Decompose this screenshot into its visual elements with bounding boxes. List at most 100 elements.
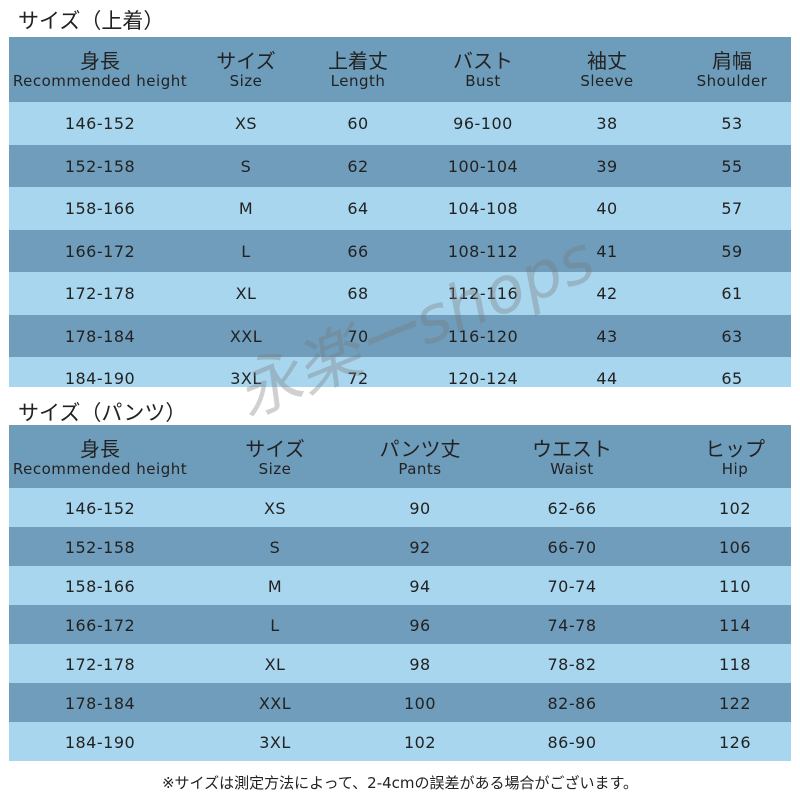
cell-value: 102 — [403, 732, 437, 752]
cell-value: 63 — [721, 326, 743, 346]
cell-value: 184-190 — [64, 369, 136, 387]
header-en: Sleeve — [580, 72, 634, 90]
header-ja: サイズ — [216, 49, 276, 73]
cell-value: 62 — [347, 156, 369, 176]
data-row: 166-172 L 66 108-112 41 59 — [9, 229, 791, 272]
header-ja: バスト — [453, 49, 513, 73]
cell-value: 120-124 — [447, 369, 519, 387]
data-row: 172-178 XL 68 112-116 42 61 — [9, 272, 791, 315]
cell-value: 66-70 — [547, 537, 597, 557]
cell-value: 65 — [721, 369, 743, 387]
cell-value: M — [267, 576, 283, 596]
header-row: 身長 Recommended height サイズ Size 上着丈 Length バスト B… — [9, 37, 791, 102]
cell-value: 158-166 — [64, 199, 136, 219]
data-row: 146-152 XS 60 96-100 38 53 — [9, 102, 791, 145]
cell-value: 110 — [718, 576, 752, 596]
cell-value: 166-172 — [64, 615, 136, 635]
cell-value: 42 — [596, 284, 618, 304]
header-en: Size — [229, 72, 263, 90]
header-ja: ヒップ — [705, 437, 765, 461]
cell-value: L — [270, 615, 280, 635]
pants-table: 身長 Recommended height サイズ Size パンツ丈 Pants ウエスト… — [9, 425, 791, 763]
cell-value: 57 — [721, 199, 743, 219]
cell-value: 53 — [721, 114, 743, 134]
cell-value: 152-158 — [64, 156, 136, 176]
header-en: Waist — [550, 460, 594, 478]
header-en: Size — [258, 460, 292, 478]
cell-value: 146-152 — [64, 114, 136, 134]
cell-value: 3XL — [230, 369, 262, 387]
header-ja: 肩幅 — [712, 49, 752, 73]
data-row: 158-166 M 94 70-74 110 — [9, 566, 791, 605]
cell-value: 64 — [347, 199, 369, 219]
data-row: 166-172 L 96 74-78 114 — [9, 605, 791, 644]
cell-value: 118 — [718, 654, 752, 674]
header-en: Length — [330, 72, 386, 90]
cell-value: XS — [263, 498, 287, 518]
tops-title: サイズ（上着） — [18, 9, 165, 33]
header-ja: 身長 — [80, 49, 120, 73]
cell-value: XL — [235, 284, 257, 304]
cell-value: 178-184 — [64, 693, 136, 713]
cell-value: 41 — [596, 241, 618, 261]
cell-value: 166-172 — [64, 241, 136, 261]
header-ja: 上着丈 — [328, 49, 388, 73]
header-ja: ウエスト — [532, 437, 612, 461]
header-en: Pants — [398, 460, 442, 478]
cell-value: 96 — [409, 615, 431, 635]
header-ja: パンツ丈 — [379, 437, 461, 461]
data-row: 146-152 XS 90 62-66 102 — [9, 488, 791, 527]
cell-value: XL — [264, 654, 286, 674]
data-row: 172-178 XL 98 78-82 118 — [9, 644, 791, 683]
cell-value: 68 — [347, 284, 369, 304]
header-ja: サイズ — [245, 437, 305, 461]
header-ja: 袖丈 — [587, 49, 627, 73]
cell-value: 44 — [596, 369, 618, 387]
cell-value: 100-104 — [447, 156, 519, 176]
cell-value: 3XL — [259, 732, 291, 752]
cell-value: 90 — [409, 498, 431, 518]
cell-value: 108-112 — [447, 241, 519, 261]
header-en: Bust — [465, 72, 501, 90]
cell-value: 62-66 — [547, 498, 597, 518]
data-row: 158-166 M 64 104-108 40 57 — [9, 187, 791, 230]
cell-value: 146-152 — [64, 498, 136, 518]
cell-value: 74-78 — [547, 615, 597, 635]
cell-value: 100 — [403, 693, 437, 713]
cell-value: 96-100 — [453, 114, 513, 134]
cell-value: XXL — [258, 693, 292, 713]
cell-value: S — [269, 537, 281, 557]
cell-value: 112-116 — [447, 284, 519, 304]
cell-value: 70-74 — [547, 576, 597, 596]
data-row: 178-184 XXL 70 116-120 43 63 — [9, 314, 791, 357]
pants-title: サイズ（パンツ） — [18, 401, 187, 425]
cell-value: 72 — [347, 369, 369, 387]
cell-value: XXL — [229, 326, 263, 346]
cell-value: 172-178 — [64, 654, 136, 674]
cell-value: L — [241, 241, 251, 261]
cell-value: XS — [234, 114, 258, 134]
cell-value: 116-120 — [447, 326, 519, 346]
tops-table: 身長 Recommended height サイズ Size 上着丈 Length バスト B… — [9, 37, 791, 387]
cell-value: 98 — [409, 654, 431, 674]
cell-value: 86-90 — [547, 732, 597, 752]
cell-value: 82-86 — [547, 693, 597, 713]
cell-value: 158-166 — [64, 576, 136, 596]
cell-value: 60 — [347, 114, 369, 134]
cell-value: 122 — [718, 693, 752, 713]
cell-value: 39 — [596, 156, 618, 176]
cell-value: 106 — [718, 537, 752, 557]
cell-value: 126 — [718, 732, 752, 752]
cell-value: 38 — [596, 114, 618, 134]
cell-value: 66 — [347, 241, 369, 261]
cell-value: S — [240, 156, 252, 176]
cell-value: M — [238, 199, 254, 219]
cell-value: 78-82 — [547, 654, 597, 674]
cell-value: 43 — [596, 326, 618, 346]
cell-value: 178-184 — [64, 326, 136, 346]
header-row: 身長 Recommended height サイズ Size パンツ丈 Pants ウエスト… — [9, 425, 791, 488]
cell-value: 94 — [409, 576, 431, 596]
cell-value: 104-108 — [447, 199, 519, 219]
header-en: Shoulder — [696, 72, 768, 90]
